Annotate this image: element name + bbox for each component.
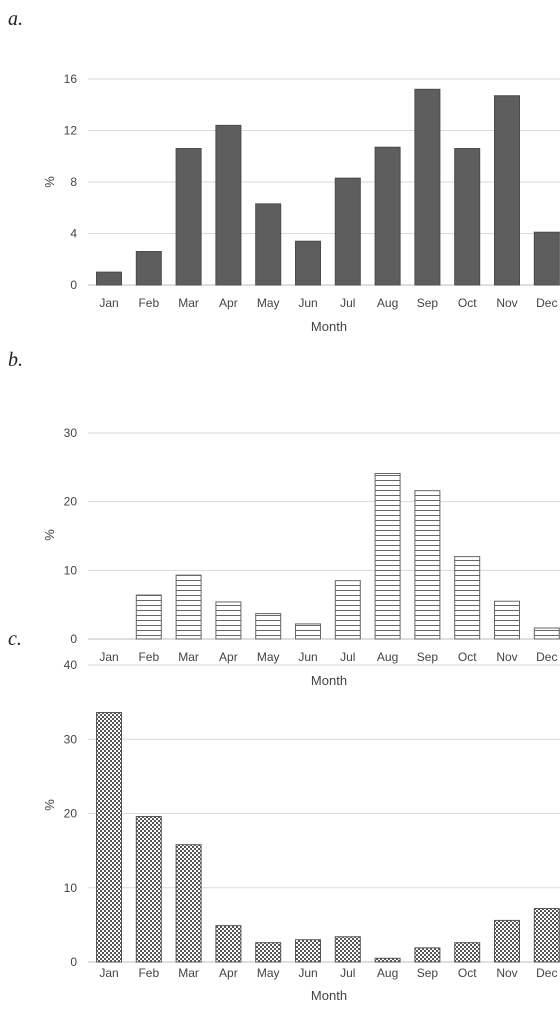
x-tick-label: Feb: [138, 650, 159, 664]
bar-feb: [135, 251, 162, 286]
bar-may: [255, 942, 282, 963]
panel-label-a: a.: [8, 8, 23, 30]
x-tick-label: Apr: [219, 650, 238, 664]
x-tick-label: Oct: [458, 966, 477, 980]
x-tick-label: Jun: [298, 296, 317, 310]
x-axis-title: Month: [311, 673, 347, 688]
x-tick-label: Feb: [138, 296, 159, 310]
bar-jul: [334, 177, 361, 286]
x-tick-label: Nov: [496, 650, 517, 664]
y-axis-title: %: [42, 529, 57, 541]
y-tick-label: 8: [70, 175, 77, 189]
y-tick-label: 4: [70, 227, 77, 241]
x-tick-label: Jan: [99, 296, 118, 310]
bar-sep: [414, 947, 441, 963]
x-tick-label: Aug: [377, 296, 398, 310]
x-axis-title: Month: [311, 988, 347, 1003]
x-tick-label: Apr: [219, 966, 238, 980]
bar-oct: [454, 148, 481, 286]
y-tick-label: 0: [70, 278, 77, 292]
bar-jun: [295, 623, 321, 640]
y-tick-label: 20: [64, 807, 78, 821]
chart-a: 0 4 8 12 16 Jan Feb Mar Apr May Jun Jul Aug Sep Oct Nov…: [42, 72, 560, 334]
x-tick-label: Dec: [536, 650, 557, 664]
y-tick-label: 10: [64, 881, 78, 895]
x-tick-label: Jul: [340, 966, 355, 980]
bar-oct: [454, 556, 481, 640]
x-axis-title: Month: [311, 319, 347, 334]
bar-jan: [96, 271, 122, 286]
bar-dec: [533, 231, 560, 286]
bar-nov: [494, 600, 520, 640]
x-tick-label: Nov: [496, 296, 517, 310]
x-tick-label: Feb: [138, 966, 159, 980]
bar-apr: [215, 925, 242, 963]
bar-aug: [374, 473, 401, 640]
bar-aug: [374, 146, 401, 286]
bar-sep: [414, 490, 441, 640]
bar-jul: [334, 580, 361, 640]
bar-may: [255, 203, 282, 286]
bar-may: [255, 613, 282, 640]
bar-mar: [175, 148, 202, 286]
x-tick-label: Mar: [178, 966, 199, 980]
x-tick-label: Sep: [417, 650, 439, 664]
bar-feb: [135, 815, 162, 963]
y-tick-label: 20: [64, 495, 78, 509]
x-tick-label: May: [257, 650, 280, 664]
x-tick-label: Jun: [298, 650, 317, 664]
x-tick-label: Sep: [417, 296, 439, 310]
bar-mar: [175, 574, 202, 640]
x-tick-label: Mar: [178, 296, 199, 310]
x-tick-label: Apr: [219, 296, 238, 310]
bar-jan: [96, 712, 122, 963]
bar-aug: [374, 957, 401, 963]
bar-apr: [215, 124, 242, 286]
bar-nov: [494, 95, 520, 286]
y-tick-label: 0: [70, 632, 77, 646]
x-tick-label: Oct: [458, 296, 477, 310]
bar-mar: [175, 844, 202, 963]
y-tick-label: 16: [64, 72, 78, 86]
x-tick-label: May: [257, 966, 280, 980]
bar-jun: [295, 939, 321, 963]
y-tick-label: 12: [64, 124, 78, 138]
x-tick-label: Sep: [417, 966, 439, 980]
bar-feb: [135, 594, 162, 640]
x-tick-label: Dec: [536, 966, 557, 980]
y-tick-label: 30: [64, 426, 78, 440]
bar-apr: [215, 601, 242, 640]
y-tick-label: 40: [64, 658, 78, 672]
x-tick-label: Jun: [298, 966, 317, 980]
y-axis-title: %: [42, 799, 57, 811]
x-tick-label: Jan: [99, 650, 118, 664]
x-tick-label: Oct: [458, 650, 477, 664]
x-tick-label: Aug: [377, 966, 398, 980]
chart-b: 0 10 20 30 Jan Feb Mar Apr May Jun Jul Aug Sep Oct Nov…: [42, 426, 560, 688]
y-tick-label: 30: [64, 732, 78, 746]
panel-label-b: b.: [8, 349, 23, 371]
x-tick-label: Dec: [536, 296, 557, 310]
bar-dec: [533, 908, 560, 963]
x-tick-label: Jul: [340, 650, 355, 664]
bar-jun: [295, 240, 321, 286]
panel-label-c: c.: [8, 628, 22, 650]
bar-oct: [454, 942, 481, 963]
x-tick-label: Jan: [99, 966, 118, 980]
x-tick-label: May: [257, 296, 280, 310]
y-tick-label: 0: [70, 955, 77, 969]
x-tick-label: Jul: [340, 296, 355, 310]
bar-nov: [494, 919, 520, 963]
y-axis-title: %: [42, 176, 57, 188]
bar-jul: [334, 936, 361, 963]
x-tick-label: Nov: [496, 966, 517, 980]
y-tick-label: 10: [64, 563, 78, 577]
x-tick-label: Aug: [377, 650, 398, 664]
bar-dec: [533, 627, 560, 640]
x-tick-label: Mar: [178, 650, 199, 664]
chart-c: 0 10 20 30 40 Jan Feb Mar Apr May Jun Jul Aug Sep Oct N…: [42, 658, 560, 1003]
bar-sep: [414, 88, 441, 286]
